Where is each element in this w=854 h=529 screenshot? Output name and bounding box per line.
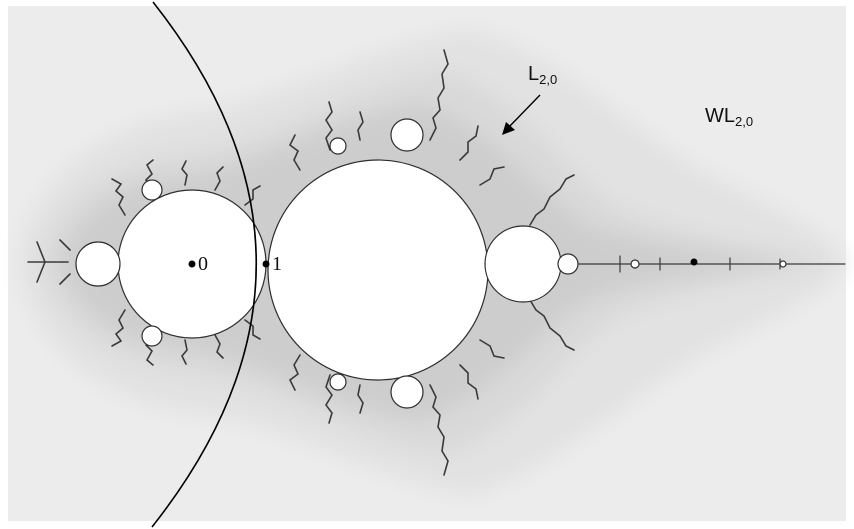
label-WL-subscript: 2,0 <box>735 114 754 129</box>
label-one: 1 <box>272 253 282 275</box>
right-bulb <box>484 225 562 303</box>
antenna-point <box>690 258 698 266</box>
label-L-subscript: 2,0 <box>539 72 558 87</box>
main-component <box>267 159 489 381</box>
point-zero <box>188 260 196 268</box>
point-one <box>262 260 270 268</box>
antenna-bulb-1 <box>630 259 640 269</box>
left-bottom-bulb <box>141 325 163 347</box>
top-bulb <box>390 118 424 152</box>
cardioid-top-small-bulb <box>329 137 347 155</box>
small-bulb-right <box>557 253 579 275</box>
label-L-main: L <box>528 63 540 85</box>
far-left-bulb <box>75 241 121 287</box>
antenna-bulb-2 <box>779 260 787 268</box>
label-L: L2,0 <box>528 64 557 86</box>
cardioid-bottom-small-bulb <box>329 373 347 391</box>
separating-arc <box>151 1 257 528</box>
left-top-bulb <box>141 179 163 201</box>
label-WL: WL2,0 <box>705 106 753 128</box>
bottom-bulb <box>390 375 424 409</box>
fractal-fringe <box>27 49 846 476</box>
arrow-to-L <box>502 94 541 135</box>
label-zero: 0 <box>198 253 208 275</box>
label-WL-main: WL <box>705 105 735 127</box>
